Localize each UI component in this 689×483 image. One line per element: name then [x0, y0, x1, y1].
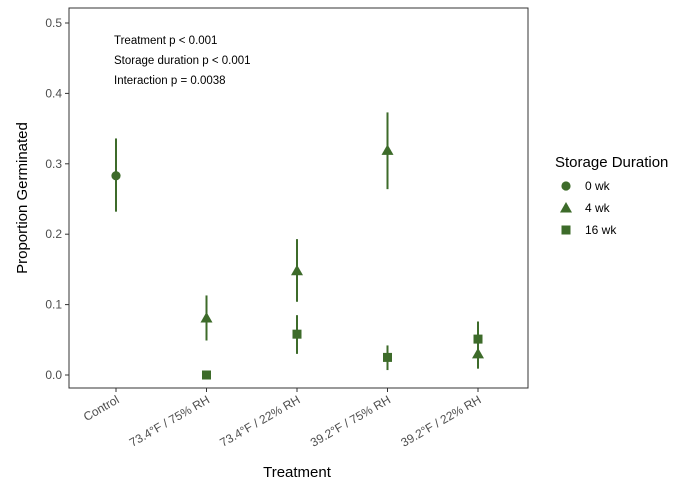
x-tick-label: Control: [81, 392, 122, 423]
x-tick-label: 73.4°F / 22% RH: [217, 392, 302, 449]
y-tick-label: 0.4: [45, 86, 62, 100]
x-tick-label: 39.2°F / 75% RH: [308, 392, 393, 449]
point-triangle: [291, 264, 303, 276]
y-tick-label: 0.0: [45, 368, 62, 382]
y-tick-label: 0.2: [45, 227, 62, 241]
annotation-text: Interaction p = 0.0038: [114, 75, 226, 87]
y-tick-label: 0.5: [45, 16, 62, 30]
point-square: [292, 329, 302, 339]
y-axis: 0.0 0.1 0.2 0.3 0.4 0.5: [45, 16, 69, 382]
x-axis-title: Treatment: [263, 464, 332, 481]
point-square: [561, 225, 571, 235]
point-triangle: [381, 144, 394, 155]
point-circle: [111, 171, 121, 181]
legend-label: 4 wk: [585, 201, 611, 215]
point-triangle: [560, 202, 572, 213]
point-circle: [561, 181, 571, 191]
x-axis: Control 73.4°F / 75% RH 73.4°F / 22% RH 39.…: [81, 388, 484, 450]
point-triangle: [200, 311, 213, 323]
annotation-text: Treatment p < 0.001: [114, 35, 217, 47]
y-tick-label: 0.1: [45, 298, 62, 312]
point-square: [383, 352, 392, 362]
annotations: Treatment p < 0.001 Storage duration p < …: [114, 35, 251, 87]
data-marks: [111, 112, 484, 380]
legend-label: 16 wk: [585, 223, 617, 237]
legend: Storage Duration 0 wk 4 wk 16 wk: [555, 154, 668, 237]
annotation-text: Storage duration p < 0.001: [114, 55, 251, 67]
x-tick-label: 73.4°F / 75% RH: [127, 392, 212, 449]
y-axis-title: Proportion Germinated: [14, 122, 31, 274]
point-square: [202, 370, 211, 380]
legend-title: Storage Duration: [555, 154, 668, 171]
plot-panel: [68, 7, 529, 389]
point-square: [473, 334, 483, 344]
legend-label: 0 wk: [585, 179, 611, 193]
x-tick-label: 39.2°F / 22% RH: [398, 392, 483, 449]
y-tick-label: 0.3: [45, 157, 62, 171]
